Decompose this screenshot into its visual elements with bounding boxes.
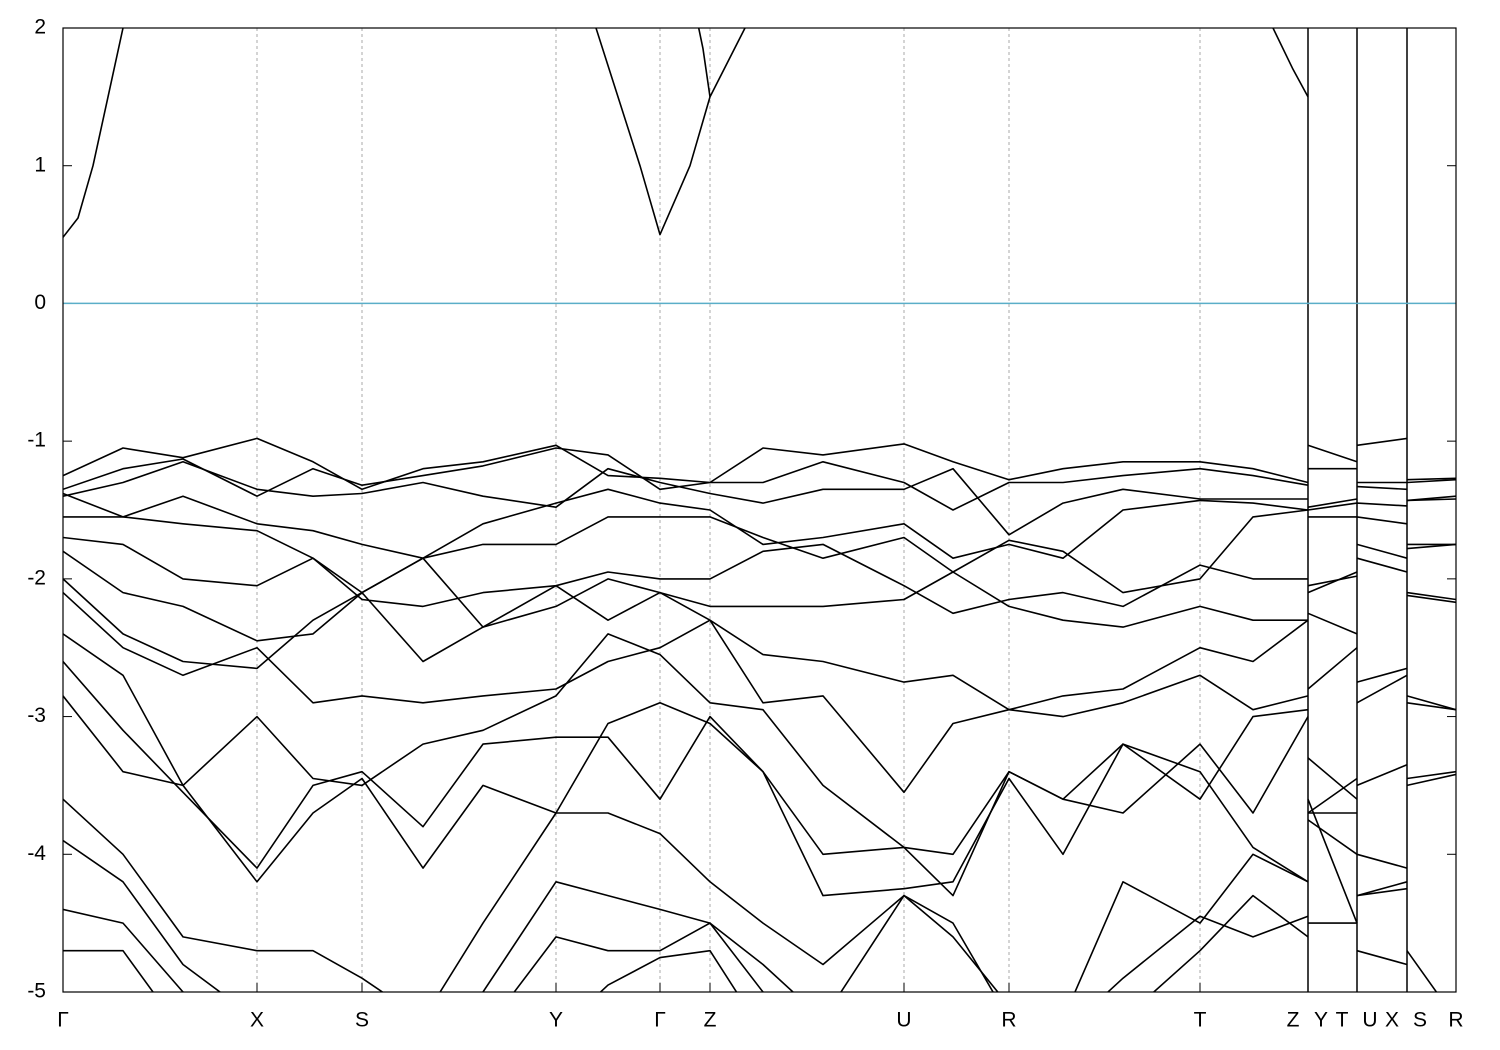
band (63, 437, 1456, 491)
y-tick-label: 0 (34, 291, 46, 314)
band (63, 949, 738, 992)
x-tick-label: R (1001, 1009, 1016, 1032)
band (63, 592, 1456, 794)
plot-frame (62, 27, 1457, 993)
band (63, 695, 1456, 897)
band (63, 447, 1456, 511)
band (697, 28, 711, 98)
x-tick-label: S (355, 1009, 369, 1032)
x-tick-label: T (1194, 1009, 1207, 1032)
y-tick-label: 1 (34, 153, 46, 176)
y-tick-label: -4 (27, 842, 46, 865)
band (63, 509, 1456, 594)
x-tick-label: Z (704, 1009, 717, 1032)
band (63, 536, 1456, 615)
band (63, 798, 1438, 992)
band (63, 819, 1408, 992)
band (63, 894, 1357, 992)
band (63, 578, 1456, 711)
x-tick-label: Y (549, 1009, 563, 1032)
y-tick-label: -1 (27, 429, 46, 452)
x-tick-label: Γ (57, 1009, 69, 1032)
y-tick-label: -5 (27, 980, 46, 1003)
y-tick-label: 2 (34, 16, 46, 39)
x-tick-label: U (896, 1009, 911, 1032)
band (63, 550, 1456, 642)
band (63, 28, 124, 238)
x-tick-label: U (1362, 1009, 1377, 1032)
x-tick-label: Y (1314, 1009, 1328, 1032)
band (63, 488, 1456, 559)
x-tick-label: X (250, 1009, 264, 1032)
band (1272, 28, 1309, 98)
x-tick-label: X (1385, 1009, 1399, 1032)
x-tick-label: T (1336, 1009, 1349, 1032)
x-tick-label: Γ (654, 1009, 666, 1032)
band (63, 461, 1456, 536)
x-tick-label: R (1448, 1009, 1463, 1032)
x-tick-label: Z (1287, 1009, 1300, 1032)
y-tick-label: -2 (27, 566, 46, 589)
x-tick-label: S (1413, 1009, 1427, 1032)
band (63, 633, 1456, 856)
bands (63, 28, 1456, 992)
y-tick-label: -3 (27, 704, 46, 727)
band (63, 660, 1456, 897)
band (595, 28, 746, 236)
